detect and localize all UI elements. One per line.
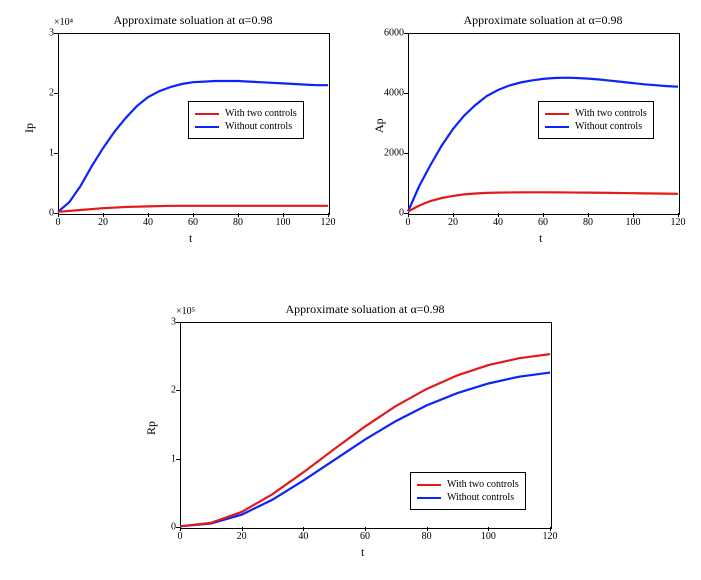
chart2-legend-without: Without controls [545,121,647,132]
chart3-lines [120,290,580,570]
chart3-legend-with: With two controls [417,479,519,490]
chart1: Approximate soluation at α=0.98×10⁴Ipt02… [10,5,340,255]
chart2-legend-with: With two controls [545,108,647,119]
chart2-line-with [408,192,678,211]
chart3: Approximate soluation at α=0.98×10⁵Rpt02… [120,290,580,570]
chart3-legend-without: Without controls [417,492,519,503]
chart1-legend-with: With two controls [195,108,297,119]
chart1-line-with [58,206,328,212]
chart2: Approximate soluation at α=0.98Apt020406… [360,5,690,255]
chart1-legend-without: Without controls [195,121,297,132]
chart2-legend: With two controls Without controls [538,101,654,139]
chart3-legend: With two controls Without controls [410,472,526,510]
chart1-legend: With two controls Without controls [188,101,304,139]
